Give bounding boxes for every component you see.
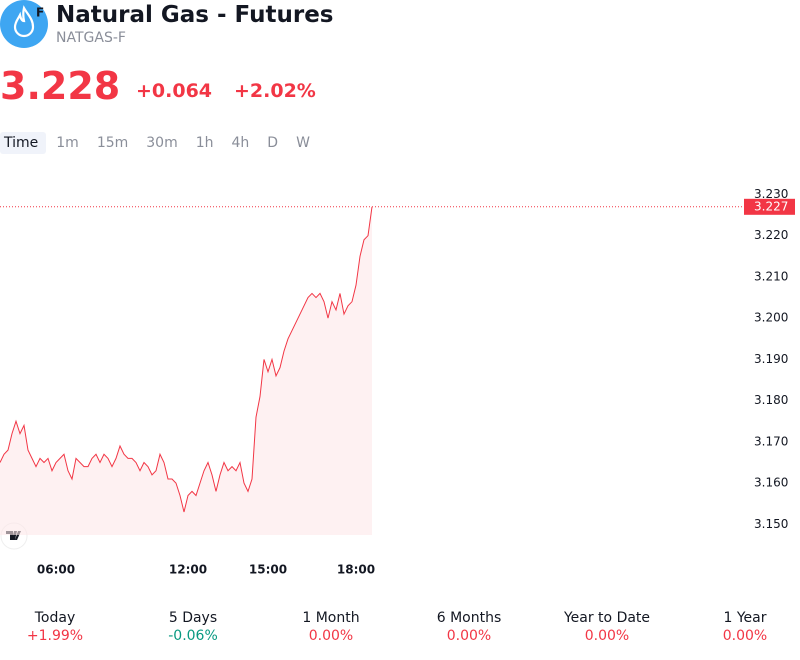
- y-tick-label: 3.160: [754, 476, 788, 490]
- period-label: 1 Year: [723, 610, 767, 626]
- percent-change: +2.02%: [234, 80, 316, 102]
- y-tick-label: 3.210: [754, 269, 788, 283]
- area-fill: [0, 206, 372, 535]
- period-item[interactable]: Today +1.99%: [0, 610, 110, 644]
- interval-button[interactable]: 1m: [56, 135, 79, 151]
- price-line: [0, 206, 373, 513]
- last-price-label: 3.227: [754, 199, 788, 213]
- interval-button[interactable]: Time: [0, 132, 47, 154]
- interval-button[interactable]: W: [296, 135, 310, 151]
- title: Natural Gas - Futures: [56, 2, 334, 28]
- price-change: +0.064: [136, 80, 213, 102]
- y-tick-label: 3.150: [754, 517, 788, 531]
- interval-button[interactable]: 1h: [195, 135, 214, 151]
- period-item[interactable]: 1 Month 0.00%: [276, 610, 386, 644]
- period-item[interactable]: 1 Year 0.00%: [690, 610, 800, 644]
- x-tick-label: 12:00: [169, 563, 207, 577]
- chart: 3.150 3.160 3.170 3.180 3.190 3.200 3.210 3.220…: [0, 187, 795, 577]
- y-tick-label: 3.180: [754, 393, 788, 407]
- symbol-icon: F: [0, 0, 48, 48]
- period-change: 0.00%: [722, 628, 768, 644]
- interval-bar: Time 1m 15m 30m 1h 4h D W: [0, 132, 324, 154]
- period-item[interactable]: 5 Days -0.06%: [138, 610, 248, 644]
- period-change: 0.00%: [446, 628, 492, 644]
- interval-button[interactable]: 4h: [231, 135, 250, 151]
- period-label: 1 Month: [302, 610, 360, 626]
- price: 3.228: [0, 64, 121, 108]
- period-item[interactable]: 6 Months 0.00%: [414, 610, 524, 644]
- y-tick-label: 3.200: [754, 311, 788, 325]
- svg-text:F: F: [36, 6, 44, 20]
- interval-button[interactable]: 30m: [146, 135, 178, 151]
- period-row: Today +1.99% 5 Days -0.06% 1 Month 0.00% 6 Mon…: [0, 610, 800, 644]
- period-change: +1.99%: [26, 628, 84, 644]
- interval-button[interactable]: D: [267, 135, 279, 151]
- last-price-box: [744, 198, 795, 215]
- period-change: 0.00%: [308, 628, 354, 644]
- period-label: Year to Date: [563, 610, 651, 626]
- period-label: 5 Days: [168, 610, 218, 626]
- x-tick-label: 18:00: [337, 563, 375, 577]
- interval-button[interactable]: 15m: [96, 135, 129, 151]
- y-tick-label: 3.170: [754, 434, 788, 448]
- ticker: NATGAS-F: [56, 30, 126, 46]
- y-tick-label: 3.220: [754, 228, 788, 242]
- period-label: 6 Months: [436, 610, 502, 626]
- x-tick-label: 15:00: [249, 563, 287, 577]
- period-change: -0.06%: [168, 628, 218, 644]
- period-label: Today: [34, 610, 76, 626]
- x-tick-label: 06:00: [37, 563, 75, 577]
- period-item[interactable]: Year to Date 0.00%: [552, 610, 662, 644]
- y-tick-label: 3.230: [754, 187, 788, 201]
- period-change: 0.00%: [584, 628, 630, 644]
- y-tick-label: 3.190: [754, 352, 788, 366]
